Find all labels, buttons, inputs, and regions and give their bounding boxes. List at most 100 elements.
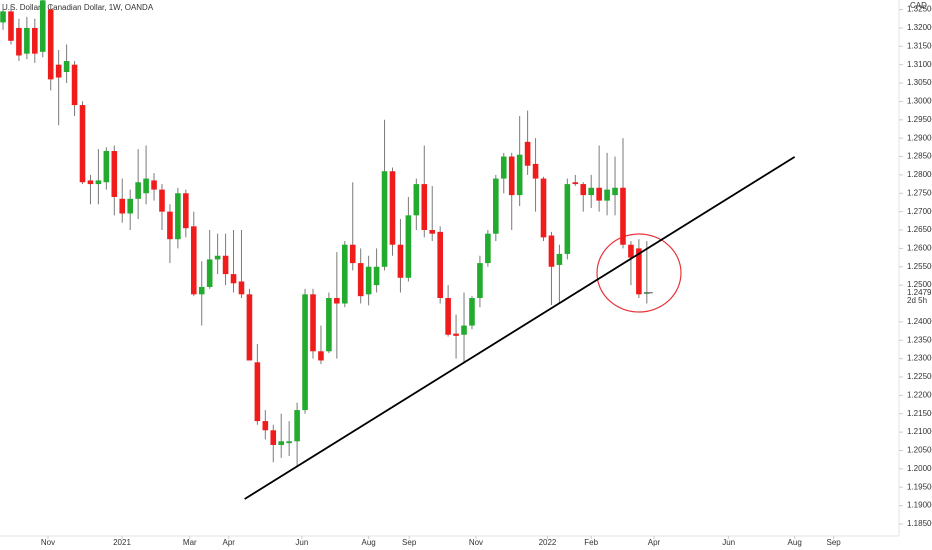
currency: CAD xyxy=(910,1,927,10)
candle-body xyxy=(397,244,404,278)
y-tick-label: 1.28500 xyxy=(907,152,932,161)
candle-body xyxy=(405,215,412,278)
y-tick-label: 1.20500 xyxy=(907,446,932,455)
candle-body xyxy=(16,27,22,56)
candle-body xyxy=(167,211,173,240)
candle-body xyxy=(111,151,118,197)
candle-body xyxy=(294,410,300,442)
candle-body xyxy=(206,259,213,287)
candle-body xyxy=(135,182,141,199)
x-tick-label: Nov xyxy=(41,538,55,547)
candle-body xyxy=(548,235,555,267)
candle-body xyxy=(127,198,133,214)
y-tick-label: 1.18500 xyxy=(907,519,932,528)
y-tick-label: 1.19500 xyxy=(907,482,932,491)
candle-body xyxy=(47,9,54,80)
candle-body xyxy=(270,430,277,445)
candle-body xyxy=(238,281,245,295)
candle-body xyxy=(254,362,261,422)
candle-body xyxy=(485,233,491,264)
candle-body xyxy=(230,274,237,284)
y-tick-label: 1.21000 xyxy=(907,427,932,436)
candle-body xyxy=(341,244,348,304)
candle-body xyxy=(159,189,165,212)
x-tick-label: Feb xyxy=(584,538,598,547)
candle-body xyxy=(71,64,78,106)
candle-body xyxy=(381,171,388,267)
candle-body xyxy=(318,351,324,361)
y-tick-label: 1.20000 xyxy=(907,464,932,473)
candle-body xyxy=(55,64,62,78)
candle-body xyxy=(103,151,110,183)
candle-body xyxy=(612,187,618,196)
y-tick-label: 1.22000 xyxy=(907,390,932,399)
x-tick-label: Apr xyxy=(648,538,661,547)
x-tick-label: Aug xyxy=(788,538,802,547)
candle-body xyxy=(222,255,229,275)
candle-body xyxy=(500,156,507,179)
candle-body xyxy=(532,163,539,179)
candle-body xyxy=(596,187,602,201)
y-tick-label: 1.24000 xyxy=(907,317,932,326)
y-tick-label: 1.25500 xyxy=(907,262,932,271)
y-tick-label: 1.21500 xyxy=(907,409,932,418)
candle-body xyxy=(437,231,443,298)
candle-body xyxy=(421,184,428,231)
candle-body xyxy=(151,180,157,190)
chart-title: U.S. Dollar / Canadian Dollar, 1W, OANDA xyxy=(2,3,154,12)
y-tick-label: 1.29500 xyxy=(907,115,932,124)
candle-body xyxy=(580,184,587,196)
candle-body xyxy=(429,230,436,234)
candle-body xyxy=(604,189,610,201)
x-tick-label: Apr xyxy=(223,538,236,547)
candle-body xyxy=(95,180,102,185)
candle-body xyxy=(469,297,475,326)
y-tick-label: 1.28000 xyxy=(907,170,932,179)
trendline xyxy=(244,156,796,500)
candle-body xyxy=(32,27,38,54)
candle-body xyxy=(357,263,364,297)
candle-body xyxy=(198,286,205,295)
candle-body xyxy=(334,297,340,304)
y-tick-label: 1.30000 xyxy=(907,97,932,106)
x-tick-label: Sep xyxy=(402,538,417,547)
candle-body xyxy=(63,60,70,73)
candle-body xyxy=(278,441,285,445)
y-tick-label: 1.27500 xyxy=(907,188,932,197)
y-tick-label: 1.26000 xyxy=(907,244,932,253)
candle-body xyxy=(310,294,316,352)
candle-body xyxy=(87,180,94,185)
y-tick-label: 1.22500 xyxy=(907,372,932,381)
y-tick-label: 1.31000 xyxy=(907,60,932,69)
candle-body xyxy=(572,182,579,185)
candle-body xyxy=(119,198,126,214)
candle-body xyxy=(262,421,269,431)
y-tick-label: 1.23500 xyxy=(907,335,932,344)
y-tick-label: 1.29000 xyxy=(907,133,932,142)
candle-body xyxy=(302,294,308,411)
candle-body xyxy=(556,253,563,265)
y-tick-label: 1.23000 xyxy=(907,354,932,363)
x-tick-label: Aug xyxy=(362,538,376,547)
candle-body xyxy=(143,178,149,194)
y-tick-label: 1.32500 xyxy=(907,5,932,14)
y-tick-label: 1.25000 xyxy=(907,280,932,289)
candle-body xyxy=(477,263,483,298)
candle-body xyxy=(445,297,451,335)
candle-body xyxy=(214,255,221,260)
candle-body xyxy=(588,187,594,196)
candle-body xyxy=(620,187,626,245)
candle-body xyxy=(39,0,46,52)
candle-body xyxy=(286,441,292,444)
x-tick-label: 2022 xyxy=(539,538,557,547)
candle-body xyxy=(516,154,523,196)
x-tick-label: Sep xyxy=(827,538,842,547)
y-tick-label: 1.26500 xyxy=(907,225,932,234)
x-tick-label: Jun xyxy=(722,538,735,547)
candle-body xyxy=(0,11,6,23)
y-tick-label: 1.32000 xyxy=(907,23,932,32)
candle-body xyxy=(365,266,372,295)
candle-body xyxy=(79,105,86,183)
